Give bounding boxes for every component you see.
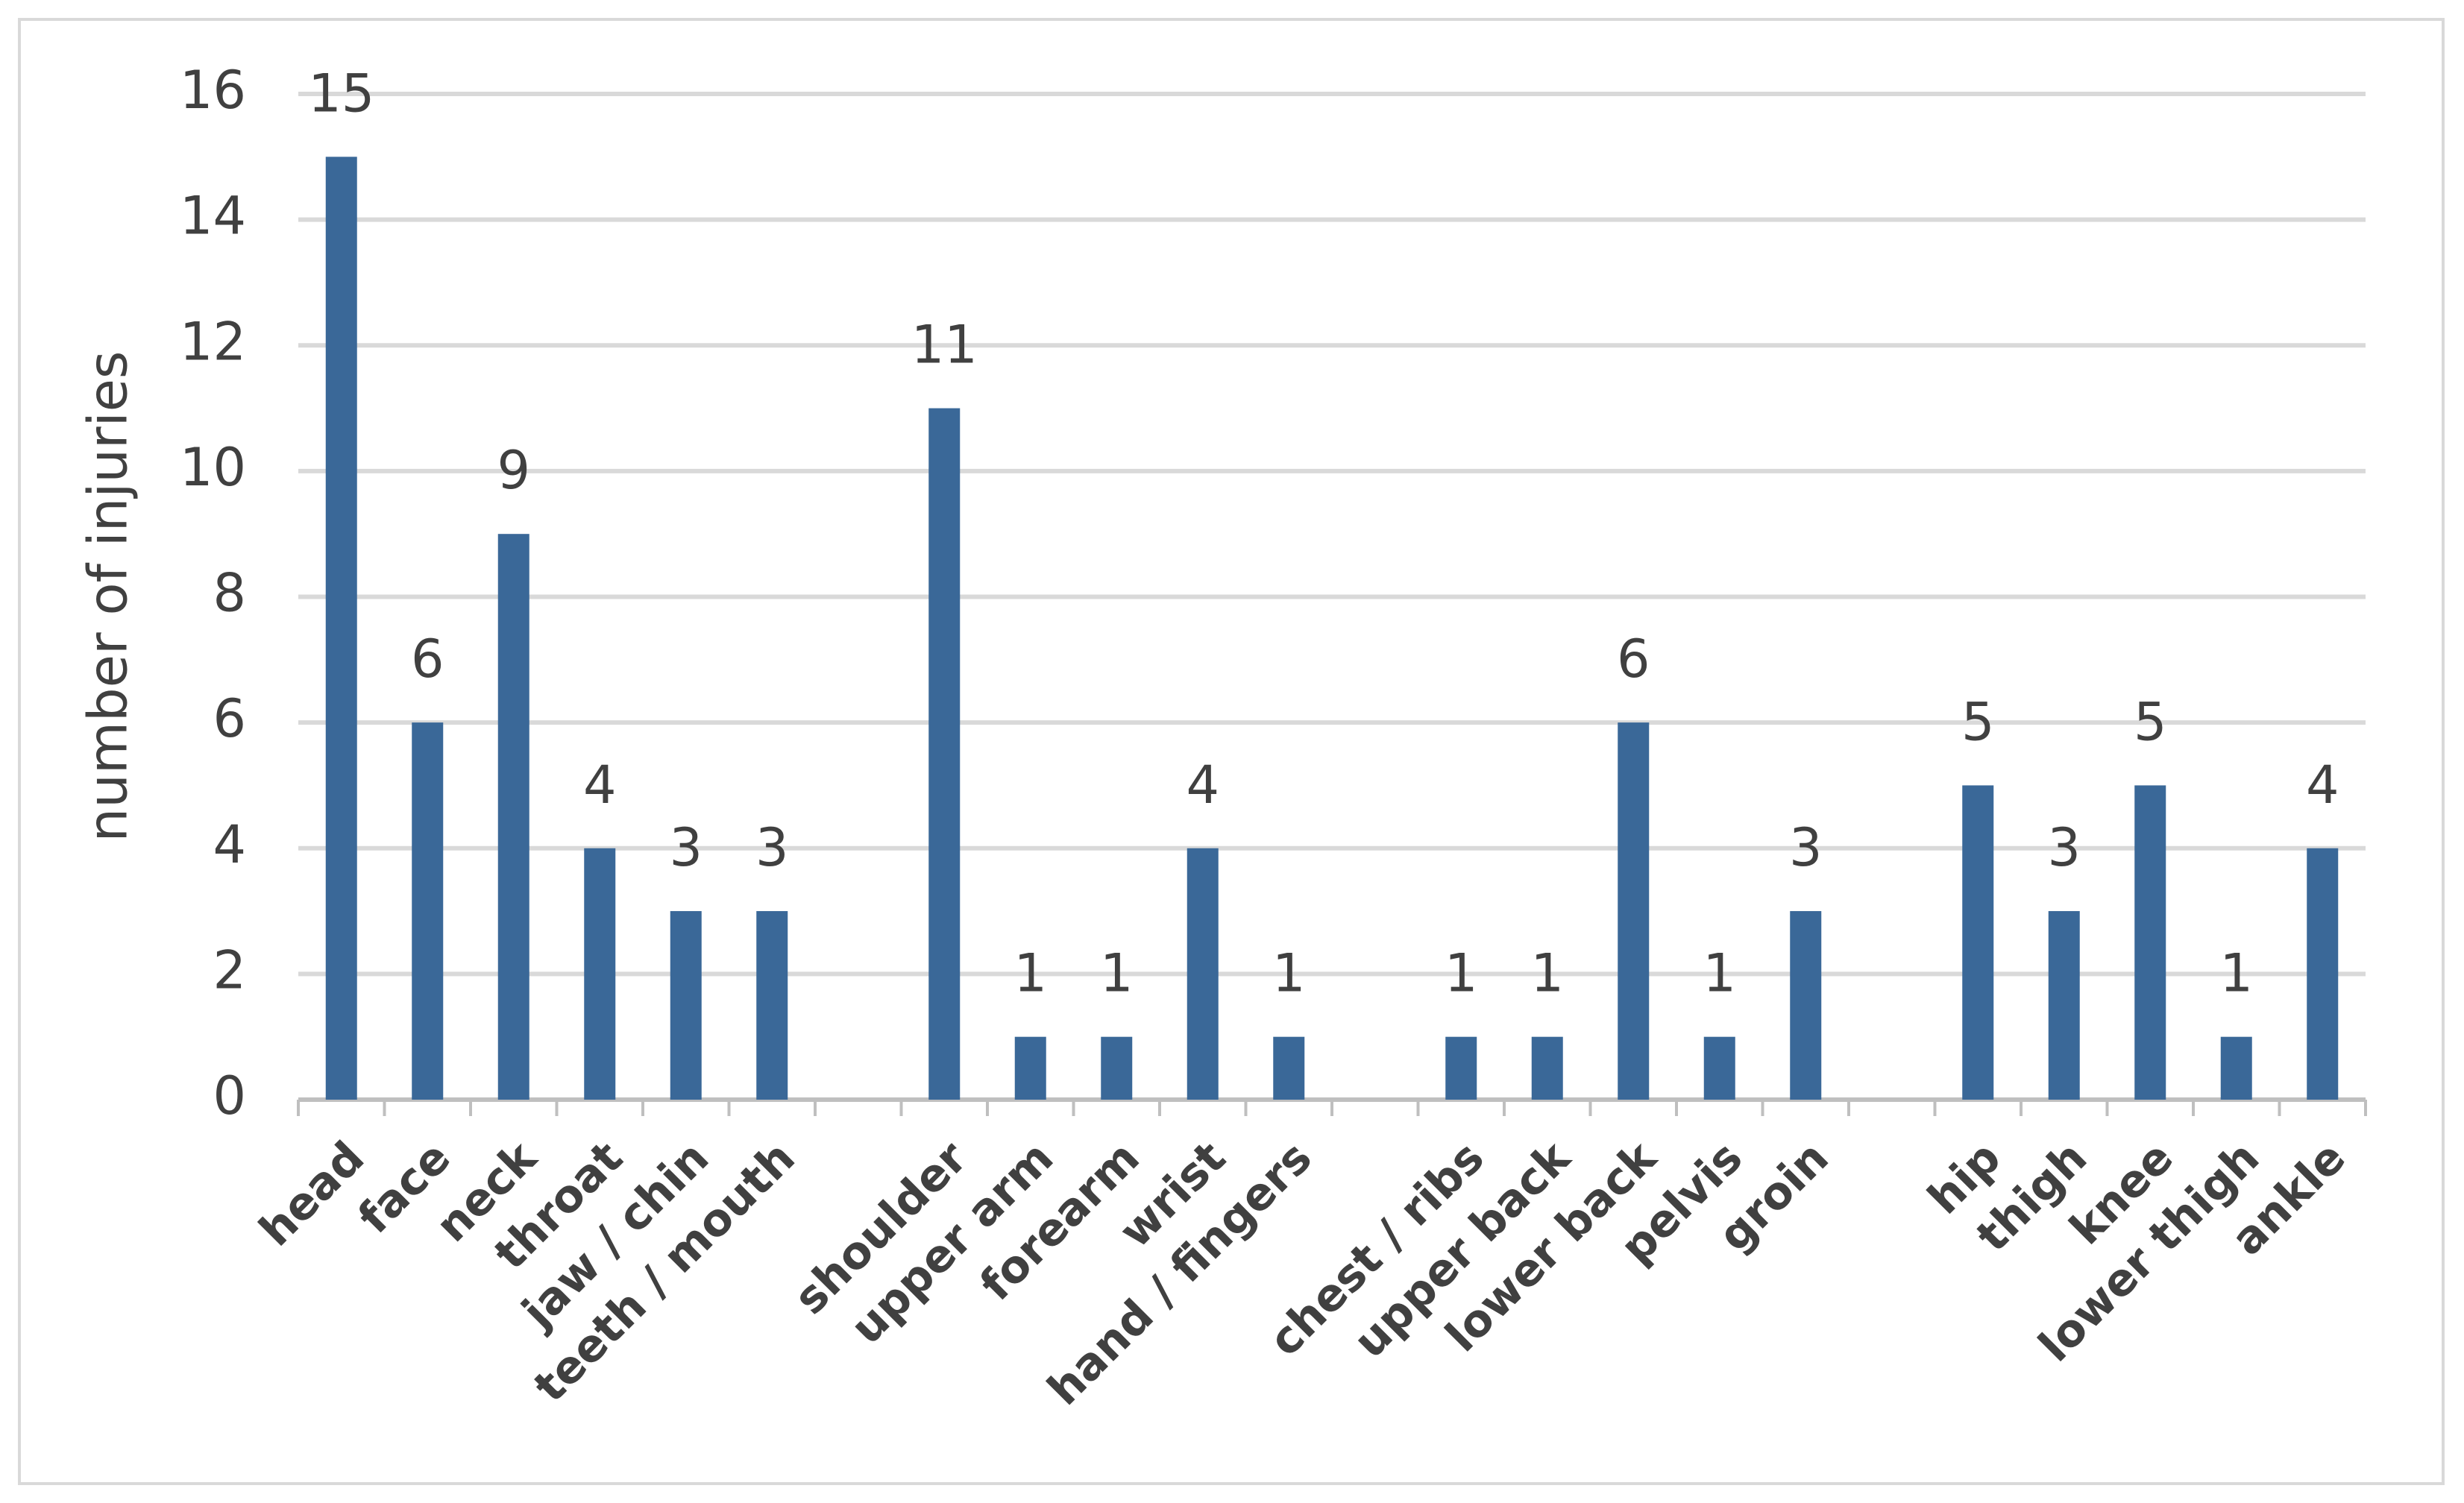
value-label: 3 (755, 817, 789, 878)
bar (584, 848, 616, 1100)
value-label: 4 (583, 754, 617, 816)
chart-frame (18, 18, 2445, 1485)
value-label: 3 (669, 817, 703, 878)
y-tick-label: 16 (180, 60, 246, 121)
value-label: 5 (1961, 691, 1995, 752)
value-label: 1 (1445, 943, 1478, 1004)
y-axis-title: number of injuries (77, 351, 139, 842)
value-label: 6 (411, 628, 444, 690)
bar (497, 534, 529, 1100)
value-label: 1 (1703, 943, 1736, 1004)
bar (1790, 911, 1822, 1100)
y-tick-label: 0 (213, 1065, 246, 1127)
value-label: 3 (2047, 817, 2081, 878)
value-label: 3 (1789, 817, 1823, 878)
bar (325, 157, 357, 1100)
value-label: 9 (497, 440, 530, 501)
bar (1101, 1036, 1133, 1100)
bar (1703, 1036, 1735, 1100)
bar (1445, 1036, 1477, 1100)
value-label: 5 (2134, 691, 2167, 752)
value-label: 1 (1530, 943, 1564, 1004)
y-tick-label: 2 (213, 939, 246, 1001)
bar (1531, 1036, 1563, 1100)
bar (1962, 785, 1994, 1100)
y-tick-label: 4 (213, 814, 246, 875)
value-label: 6 (1617, 628, 1650, 690)
bar (1273, 1036, 1305, 1100)
bar (756, 911, 788, 1100)
bar (1014, 1036, 1046, 1100)
y-tick-label: 14 (180, 186, 246, 247)
value-label: 1 (1100, 943, 1134, 1004)
y-tick-label: 12 (180, 311, 246, 372)
value-label: 11 (911, 315, 978, 376)
bar (2134, 785, 2166, 1100)
value-label: 1 (1272, 943, 1306, 1004)
bar (1187, 848, 1219, 1100)
bar (2307, 848, 2339, 1100)
value-label: 1 (2219, 943, 2253, 1004)
bar (2220, 1036, 2252, 1100)
bar (1618, 722, 1650, 1100)
value-label: 1 (1013, 943, 1047, 1004)
y-tick-label: 6 (213, 688, 246, 749)
value-label: 4 (1186, 754, 1219, 816)
value-label: 4 (2306, 754, 2339, 816)
bar (670, 911, 702, 1100)
bar (928, 408, 961, 1100)
bar (412, 722, 444, 1100)
value-label: 15 (308, 63, 374, 124)
bar (2048, 911, 2080, 1100)
y-tick-label: 10 (180, 437, 246, 498)
y-tick-label: 8 (213, 563, 246, 624)
